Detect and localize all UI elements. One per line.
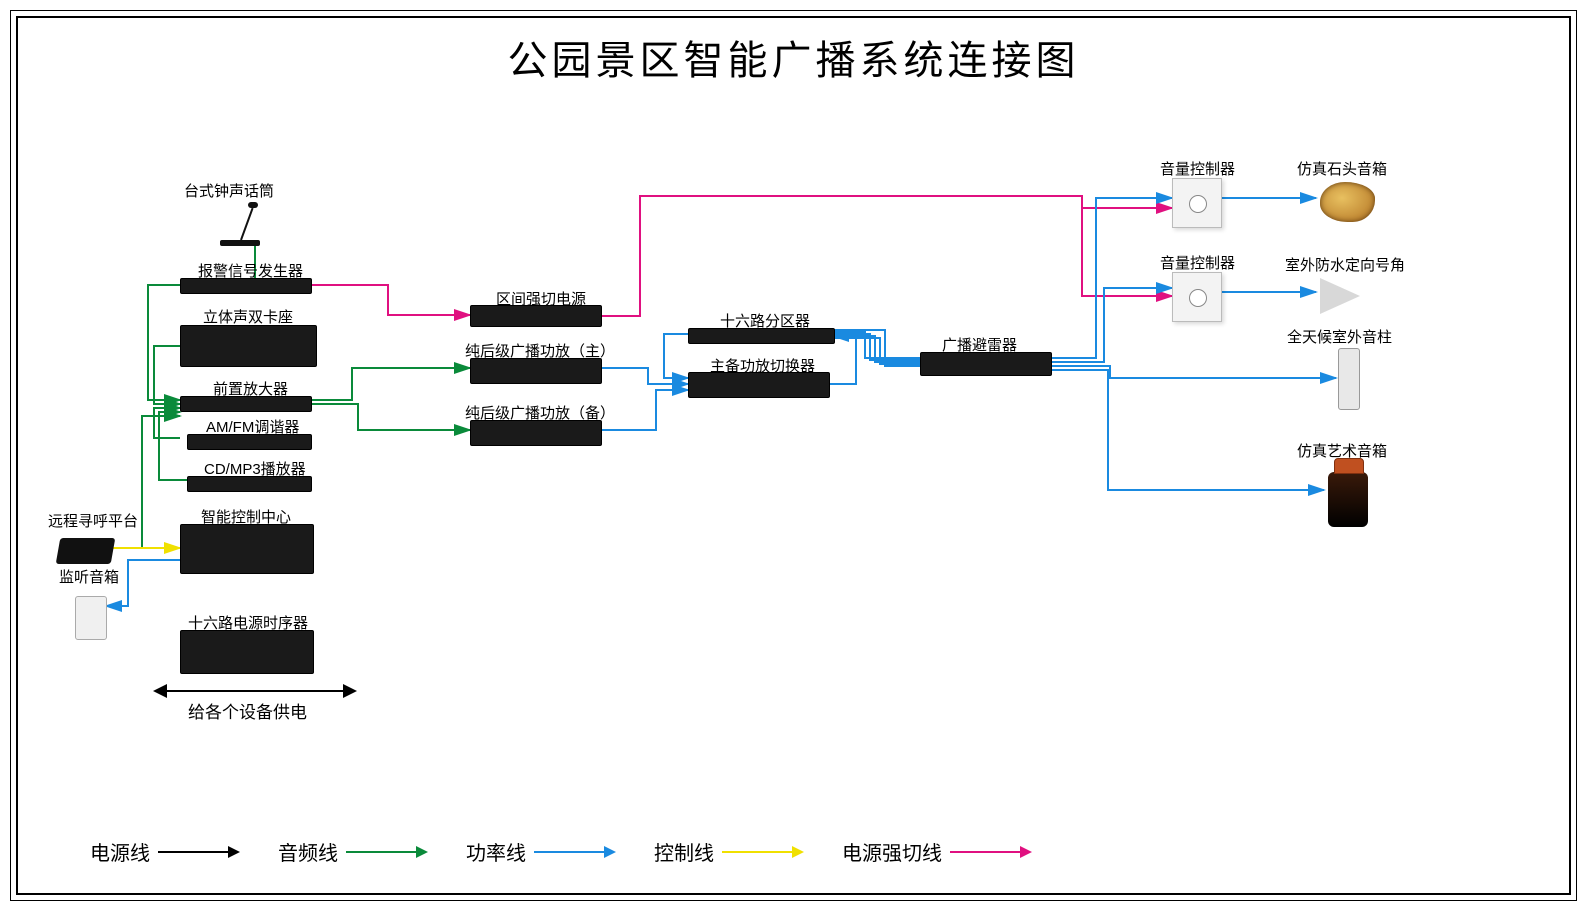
device-main_amp [470, 358, 602, 384]
legend-control: 控制线 [654, 837, 802, 866]
label-remote_call: 远程寻呼平台 [48, 510, 138, 531]
device-cd_mp3 [187, 476, 312, 492]
legend-control-arrow [722, 851, 802, 853]
device-lightning [920, 352, 1052, 376]
label-monitor_spk: 监听音箱 [59, 566, 119, 587]
legend-power-arrow [158, 851, 238, 853]
legend-force-label: 电源强切线 [842, 837, 942, 866]
device-vol1 [1172, 178, 1222, 228]
device-preamp [180, 396, 312, 412]
label-dual_deck: 立体声双卡座 [203, 306, 293, 327]
legend-amp: 功率线 [466, 837, 614, 866]
legend-audio-arrow [346, 851, 426, 853]
legend-force: 电源强切线 [842, 837, 1030, 866]
device-tuner [187, 434, 312, 450]
power-supply-arrow [155, 690, 355, 692]
device-ctrl_center [180, 524, 314, 574]
device-vol2 [1172, 272, 1222, 322]
label-col_spk: 全天候室外音柱 [1287, 326, 1392, 347]
device-sequencer [180, 630, 314, 674]
legend: 电源线 音频线 功率线 控制线 电源强切线 [90, 837, 1030, 866]
label-vol1: 音量控制器 [1160, 158, 1235, 179]
label-vol2: 音量控制器 [1160, 252, 1235, 273]
device-monitor_spk [75, 596, 107, 640]
legend-audio: 音频线 [278, 837, 426, 866]
label-rock_spk: 仿真石头音箱 [1297, 158, 1387, 179]
legend-control-label: 控制线 [654, 837, 714, 866]
legend-power-label: 电源线 [90, 837, 150, 866]
device-zone16 [688, 328, 835, 344]
device-desk_mic [210, 198, 270, 243]
device-remote_call [56, 538, 116, 564]
diagram-title: 公园景区智能广播系统连接图 [0, 28, 1587, 86]
legend-amp-arrow [534, 851, 614, 853]
legend-power: 电源线 [90, 837, 238, 866]
device-art_spk [1328, 472, 1368, 527]
legend-amp-label: 功率线 [466, 837, 526, 866]
label-horn_spk: 室外防水定向号角 [1285, 254, 1405, 275]
device-rock_spk [1320, 182, 1375, 222]
device-alarm_gen [180, 278, 312, 294]
device-force_ps [470, 305, 602, 327]
legend-audio-label: 音频线 [278, 837, 338, 866]
device-amp_switch [688, 372, 830, 398]
legend-force-arrow [950, 851, 1030, 853]
device-col_spk [1338, 348, 1360, 410]
device-horn_spk [1320, 278, 1360, 314]
power-supply-note: 给各个设备供电 [188, 698, 307, 723]
diagram-canvas: { "title": "公园景区智能广播系统连接图", "colors": { … [0, 0, 1587, 911]
device-dual_deck [180, 325, 317, 367]
device-backup_amp [470, 420, 602, 446]
